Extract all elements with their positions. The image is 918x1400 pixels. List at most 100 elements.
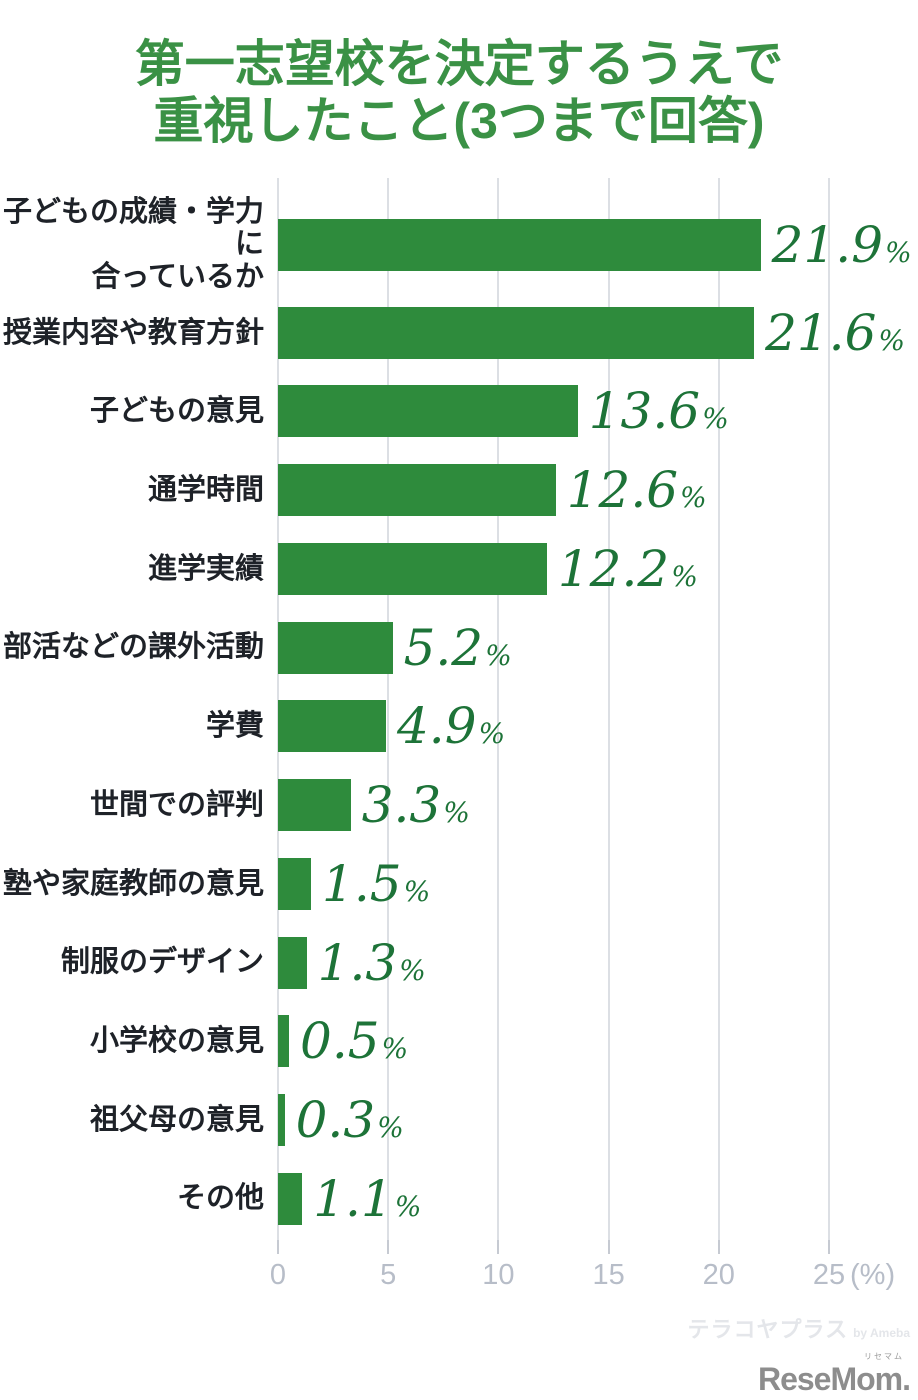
value-number: 1.1 bbox=[313, 1169, 393, 1228]
value-label: 21.9% bbox=[772, 220, 912, 270]
gridline-25 bbox=[828, 178, 830, 1245]
tick-mark-5 bbox=[387, 1240, 390, 1254]
gridline-5 bbox=[387, 178, 390, 1245]
chart-title: 第一志望校を決定するうえで 重視したこと(3つまで回答) bbox=[0, 36, 918, 150]
value-number: 12.2 bbox=[557, 539, 670, 598]
bar bbox=[278, 1015, 290, 1068]
category-label: 制服のデザイン bbox=[60, 946, 264, 979]
bar bbox=[278, 700, 386, 753]
bar bbox=[278, 218, 761, 271]
value-label: 0.5% bbox=[300, 1016, 408, 1066]
bar-track: 5.2% bbox=[278, 608, 918, 687]
bar bbox=[278, 779, 351, 832]
value-percent-sign: % bbox=[702, 402, 729, 436]
value-number: 13.6 bbox=[588, 382, 701, 441]
value-percent-sign: % bbox=[485, 638, 512, 672]
tick-label-20: 20 bbox=[702, 1259, 735, 1291]
bar-rows: 子どもの成績・学力に 合っているか 21.9% 授業内容や教育方針 21.6% 子どもの… bbox=[0, 196, 918, 1238]
bar bbox=[278, 1093, 285, 1146]
gridline-20 bbox=[717, 178, 720, 1245]
category-label: 世間での評判 bbox=[89, 788, 264, 821]
value-percent-sign: % bbox=[394, 1189, 422, 1223]
value-number: 0.5 bbox=[300, 1012, 380, 1071]
bar-row: 世間での評判 3.3% bbox=[0, 766, 918, 845]
category-label: 通学時間 bbox=[147, 473, 264, 506]
bar-row: 制服のデザイン 1.3% bbox=[0, 923, 918, 1002]
category-label: 進学実績 bbox=[147, 552, 264, 585]
category-label: その他 bbox=[176, 1182, 264, 1215]
value-label: 1.5% bbox=[322, 859, 430, 909]
bar-row: 通学時間 12.6% bbox=[0, 451, 918, 530]
bar-track: 1.1% bbox=[278, 1159, 918, 1238]
bar bbox=[278, 306, 755, 359]
value-percent-sign: % bbox=[399, 953, 426, 987]
value-percent-sign: % bbox=[381, 1032, 409, 1066]
category-label: 子どもの成績・学力に 合っているか bbox=[2, 196, 264, 293]
bar bbox=[278, 464, 556, 517]
bar-track: 4.9% bbox=[278, 687, 918, 766]
tick-label-5: 5 bbox=[380, 1259, 397, 1291]
bar-track: 1.3% bbox=[278, 923, 918, 1002]
x-axis-unit-label: (%) bbox=[850, 1259, 896, 1291]
value-number: 4.9 bbox=[396, 697, 477, 756]
bar-row: 学費 4.9% bbox=[0, 687, 918, 766]
tick-label-0: 0 bbox=[269, 1259, 287, 1291]
bar bbox=[278, 385, 578, 438]
bar-track: 12.2% bbox=[278, 530, 918, 609]
value-number: 5.2 bbox=[403, 618, 484, 677]
category-label: 授業内容や教育方針 bbox=[2, 316, 264, 349]
tick-label-15: 15 bbox=[592, 1259, 625, 1291]
bar-track: 21.9% bbox=[278, 196, 918, 293]
tick-label-10: 10 bbox=[482, 1259, 515, 1291]
category-label: 部活などの課外活動 bbox=[2, 631, 264, 664]
value-percent-sign: % bbox=[478, 717, 506, 751]
value-label: 4.9% bbox=[397, 701, 505, 751]
value-label: 0.3% bbox=[296, 1095, 404, 1145]
value-percent-sign: % bbox=[403, 874, 431, 908]
bar bbox=[278, 542, 547, 595]
value-percent-sign: % bbox=[671, 559, 698, 593]
category-label: 塾や家庭教師の意見 bbox=[2, 867, 264, 900]
category-label: 子どもの意見 bbox=[89, 395, 264, 428]
value-label: 5.2% bbox=[404, 623, 512, 673]
tick-mark-25 bbox=[828, 1240, 830, 1254]
bar bbox=[278, 621, 393, 674]
bar-row: 子どもの意見 13.6% bbox=[0, 372, 918, 451]
value-label: 12.6% bbox=[567, 465, 707, 515]
value-label: 21.6% bbox=[765, 308, 905, 358]
x-axis-tick-labels: 0 5 10 15 20 25 bbox=[270, 1258, 845, 1294]
bar-row: 部活などの課外活動 5.2% bbox=[0, 608, 918, 687]
value-label: 1.1% bbox=[313, 1174, 421, 1224]
resemom-logo-ruby: リセマム bbox=[864, 1352, 904, 1361]
category-label: 学費 bbox=[205, 710, 264, 743]
watermark-terakoya: テラコヤプラス by Ameba bbox=[688, 1312, 910, 1344]
bar-track: 3.3% bbox=[278, 766, 918, 845]
bar-row: 進学実績 12.2% bbox=[0, 530, 918, 609]
value-number: 3.3 bbox=[361, 776, 442, 835]
value-number: 0.3 bbox=[295, 1090, 376, 1149]
value-percent-sign: % bbox=[680, 481, 707, 515]
value-number: 1.3 bbox=[317, 933, 398, 992]
chart-title-line-2: 重視したこと(3つまで回答) bbox=[153, 93, 765, 149]
category-label: 小学校の意見 bbox=[89, 1025, 264, 1057]
bar bbox=[278, 1172, 303, 1225]
chart-title-line-1: 第一志望校を決定するうえで bbox=[134, 36, 784, 92]
bar-track: 0.5% bbox=[278, 1002, 918, 1081]
tick-mark-20 bbox=[717, 1240, 720, 1254]
bar-row: その他 1.1% bbox=[0, 1159, 918, 1238]
bar-track: 13.6% bbox=[278, 372, 918, 451]
value-percent-sign: % bbox=[443, 796, 470, 830]
value-percent-sign: % bbox=[885, 235, 912, 269]
value-number: 1.5 bbox=[322, 854, 402, 913]
bar-row: 祖父母の意見 0.3% bbox=[0, 1081, 918, 1160]
bar-row: 小学校の意見 0.5% bbox=[0, 1002, 918, 1081]
category-label: 祖父母の意見 bbox=[89, 1103, 264, 1136]
value-number: 21.6 bbox=[765, 303, 877, 362]
value-number: 12.6 bbox=[566, 461, 679, 520]
value-label: 12.2% bbox=[558, 544, 698, 594]
bar bbox=[278, 936, 307, 989]
tick-label-25: 25 bbox=[812, 1259, 846, 1291]
tick-mark-10 bbox=[497, 1240, 500, 1254]
x-axis-ticks bbox=[277, 1240, 830, 1254]
